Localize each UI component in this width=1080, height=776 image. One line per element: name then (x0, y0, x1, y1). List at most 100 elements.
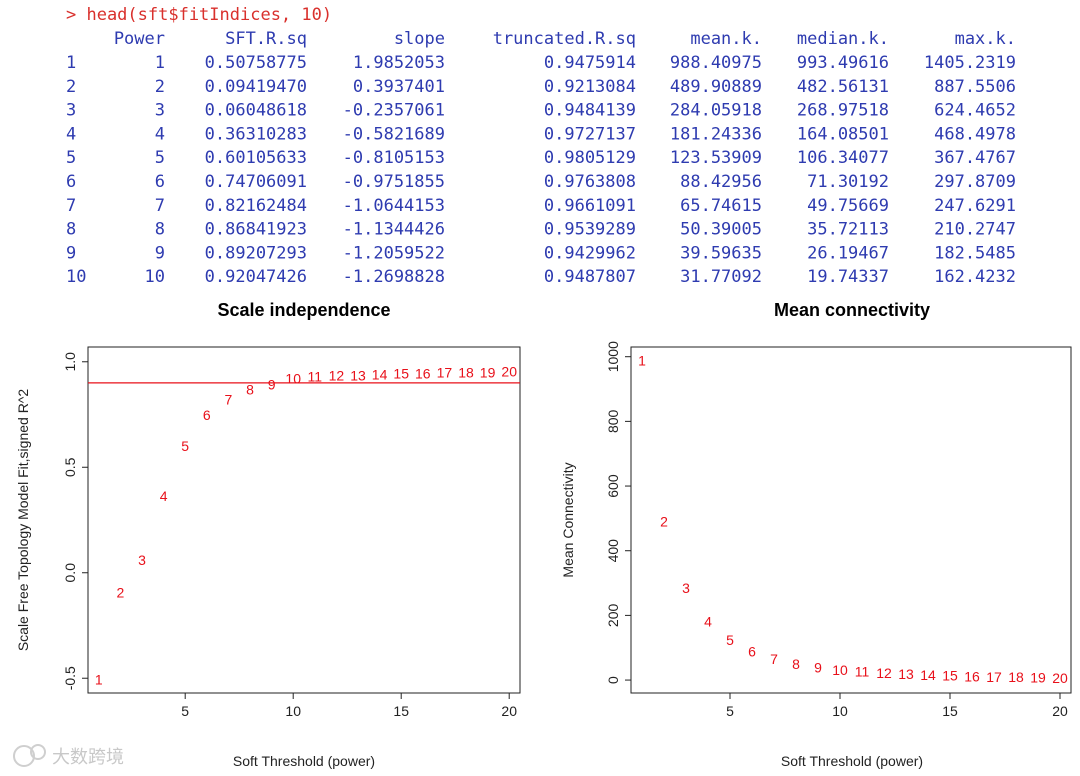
data-point-label: 17 (986, 669, 1002, 685)
row-name: 5 (66, 148, 76, 168)
table-cell: 26.19467 (807, 243, 889, 263)
column-header: mean.k. (690, 29, 762, 49)
logo-bubble-icon (13, 745, 35, 767)
plot-frame (630, 346, 1072, 694)
table-cell: 0.9429962 (544, 243, 636, 263)
x-tick-label: 5 (726, 703, 734, 719)
data-point-label: 13 (898, 666, 914, 682)
column-header: slope (394, 29, 445, 49)
data-point-label: 20 (501, 363, 517, 379)
table-cell: 482.56131 (797, 77, 889, 97)
table-cell: -0.9751855 (343, 172, 445, 192)
table-cell: 65.74615 (680, 196, 762, 216)
table-cell: 0.74706091 (205, 172, 307, 192)
x-tick-label: 5 (181, 703, 189, 719)
column-header: Power (114, 29, 165, 49)
data-point-label: 12 (876, 665, 892, 681)
table-row: 1 1 0.50758775 1.9852053 0.9475914 988.40975 9… (66, 53, 1016, 73)
table-cell: 123.53909 (670, 148, 762, 168)
table-cell: 181.24336 (670, 124, 762, 144)
table-cell: 3 (155, 101, 165, 121)
x-tick-label: 15 (393, 703, 409, 719)
table-cell: -0.5821689 (343, 124, 445, 144)
table-cell: 50.39005 (680, 220, 762, 240)
table-row: 7 7 0.82162484 -1.0644153 0.9661091 65.74615 4… (66, 196, 1016, 216)
r-console-output: > head(sft$fitIndices, 10) Power SFT.R.sq… (66, 5, 1016, 287)
table-cell: 988.40975 (670, 53, 762, 73)
console-prompt: > head(sft$fitIndices, 10) (66, 5, 332, 25)
row-name: 6 (66, 172, 76, 192)
row-name: 8 (66, 220, 76, 240)
table-cell: 489.90889 (670, 77, 762, 97)
y-tick-label: 1000 (605, 341, 621, 372)
data-point-label: 8 (246, 382, 254, 398)
table-cell: 887.5506 (934, 77, 1016, 97)
table-cell: 7 (155, 196, 165, 216)
table-cell: 367.4767 (934, 148, 1016, 168)
data-point-label: 17 (437, 364, 453, 380)
data-point-label: 12 (329, 367, 345, 383)
table-cell: 0.36310283 (205, 124, 307, 144)
watermark-logo: 大数跨境 (13, 744, 124, 767)
table-cell: 0.3937401 (353, 77, 445, 97)
chart-title: Mean connectivity (774, 300, 930, 320)
table-row: 10 10 0.92047426 -1.2698828 0.9487807 31.7709… (66, 267, 1016, 287)
data-point-label: 16 (964, 668, 980, 684)
data-point-label: 7 (770, 651, 778, 667)
table-cell: 0.09419470 (205, 77, 307, 97)
table-cell: 10 (145, 267, 165, 287)
y-tick-label: -0.5 (62, 666, 78, 690)
y-tick-label: 200 (605, 603, 621, 627)
data-point-label: 4 (160, 488, 168, 504)
data-point-label: 13 (350, 367, 366, 383)
fit-indices-header: Power SFT.R.sq slope truncated.R.sq mean.k. m… (114, 29, 1016, 49)
table-cell: 39.59635 (680, 243, 762, 263)
table-cell: 2 (155, 77, 165, 97)
table-cell: 0.9475914 (544, 53, 636, 73)
data-point-label: 19 (480, 364, 496, 380)
table-cell: 1405.2319 (924, 53, 1016, 73)
data-point-label: 5 (726, 632, 734, 648)
data-point-label: 10 (285, 371, 301, 387)
data-point-label: 15 (393, 365, 409, 381)
table-cell: 8 (155, 220, 165, 240)
row-name: 10 (66, 267, 86, 287)
table-cell: 0.9727137 (544, 124, 636, 144)
table-cell: 71.30192 (807, 172, 889, 192)
watermark-text: 大数跨境 (52, 747, 124, 767)
table-row: 3 3 0.06048618 -0.2357061 0.9484139 284.05918… (66, 101, 1016, 121)
table-cell: 0.89207293 (205, 243, 307, 263)
table-cell: 31.77092 (680, 267, 762, 287)
y-tick-label: 1.0 (62, 352, 78, 372)
y-tick-label: 400 (605, 539, 621, 563)
logo-bubble-icon (30, 744, 46, 760)
table-cell: 268.97518 (797, 101, 889, 121)
table-cell: 0.06048618 (205, 101, 307, 121)
data-point-label: 9 (268, 377, 276, 393)
table-cell: 297.8709 (934, 172, 1016, 192)
table-cell: 0.92047426 (205, 267, 307, 287)
row-name: 4 (66, 124, 76, 144)
data-point-label: 7 (225, 391, 233, 407)
table-cell: 0.9661091 (544, 196, 636, 216)
table-row: 5 5 0.60105633 -0.8105153 0.9805129 123.53909… (66, 148, 1016, 168)
data-point-label: 3 (682, 580, 690, 596)
table-cell: 1.9852053 (353, 53, 445, 73)
data-point-label: 14 (372, 366, 388, 382)
column-header: median.k. (797, 29, 889, 49)
table-cell: -1.2059522 (343, 243, 445, 263)
table-row: 2 2 0.09419470 0.3937401 0.9213084 489.90889 4… (66, 77, 1016, 97)
y-tick-label: 600 (605, 474, 621, 498)
data-point-label: 3 (138, 552, 146, 568)
column-header: max.k. (955, 29, 1016, 49)
data-point-label: 19 (1030, 669, 1046, 685)
data-point-label: 11 (308, 369, 323, 385)
data-point-label: 10 (832, 662, 848, 678)
data-point-label: 15 (942, 668, 958, 684)
row-name: 3 (66, 101, 76, 121)
y-axis-label: Scale Free Topology Model Fit,signed R^2 (15, 389, 31, 652)
data-point-label: 9 (814, 659, 822, 675)
table-cell: 993.49616 (797, 53, 889, 73)
table-cell: 468.4978 (934, 124, 1016, 144)
table-cell: 0.9539289 (544, 220, 636, 240)
